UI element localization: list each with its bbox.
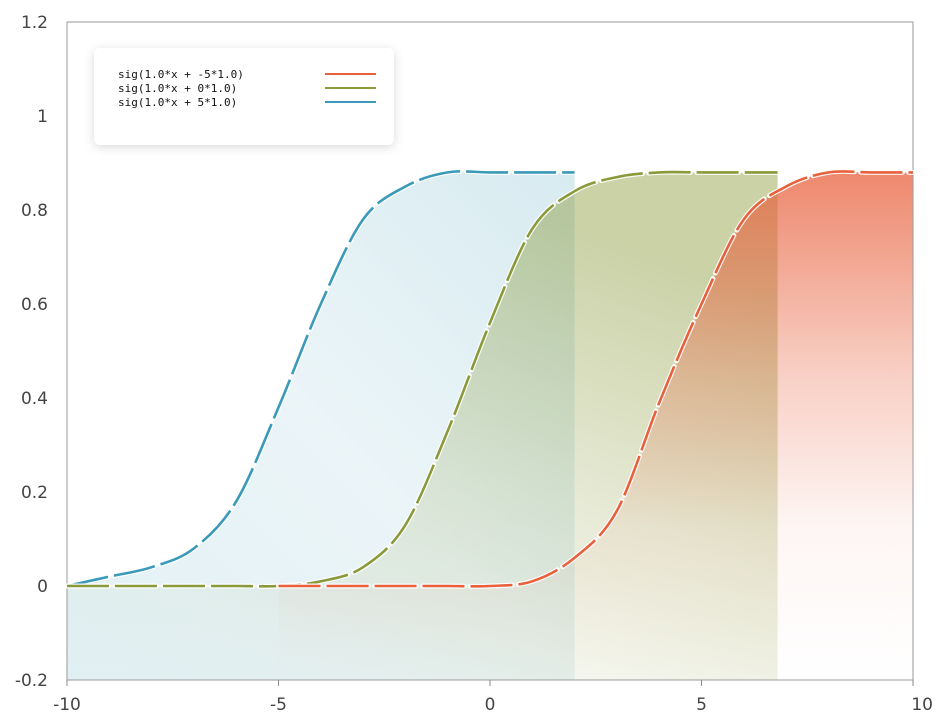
series-line-2: [66, 170, 575, 588]
legend-box: [94, 48, 394, 145]
y-tick-label: 1: [37, 107, 48, 127]
y-tick-label: 0.6: [21, 295, 48, 315]
x-tick-label: -10: [53, 695, 81, 715]
legend-label-0: sig(1.0*x + -5*1.0): [118, 68, 244, 81]
legend: sig(1.0*x + -5*1.0)sig(1.0*x + 0*1.0)sig…: [94, 48, 394, 145]
series-fill-0: [278, 171, 913, 681]
x-tick-label: -5: [270, 695, 287, 715]
y-axis-ticks: -0.2 0 0.2 0.4 0.6 0.8 1 1.2: [15, 13, 48, 691]
y-tick-label: 0.2: [21, 483, 48, 503]
x-axis-ticks: -10 -5 0 5 10: [53, 680, 933, 715]
x-tick-label: 0: [485, 695, 496, 715]
y-tick-label: 0.8: [21, 201, 48, 221]
legend-label-1: sig(1.0*x + 0*1.0): [118, 82, 237, 95]
series-lines: [64, 168, 916, 589]
series-line-0: [278, 170, 913, 588]
x-tick-label: 10: [911, 695, 933, 715]
x-tick-label: 5: [696, 695, 707, 715]
y-tick-label: -0.2: [15, 671, 48, 691]
series-line-1: [66, 170, 778, 588]
legend-label-2: sig(1.0*x + 5*1.0): [118, 96, 237, 109]
area-fills: [67, 171, 913, 681]
y-tick-label: 0: [37, 577, 48, 597]
y-tick-label: 0.4: [21, 389, 48, 409]
y-tick-label: 1.2: [21, 13, 48, 33]
